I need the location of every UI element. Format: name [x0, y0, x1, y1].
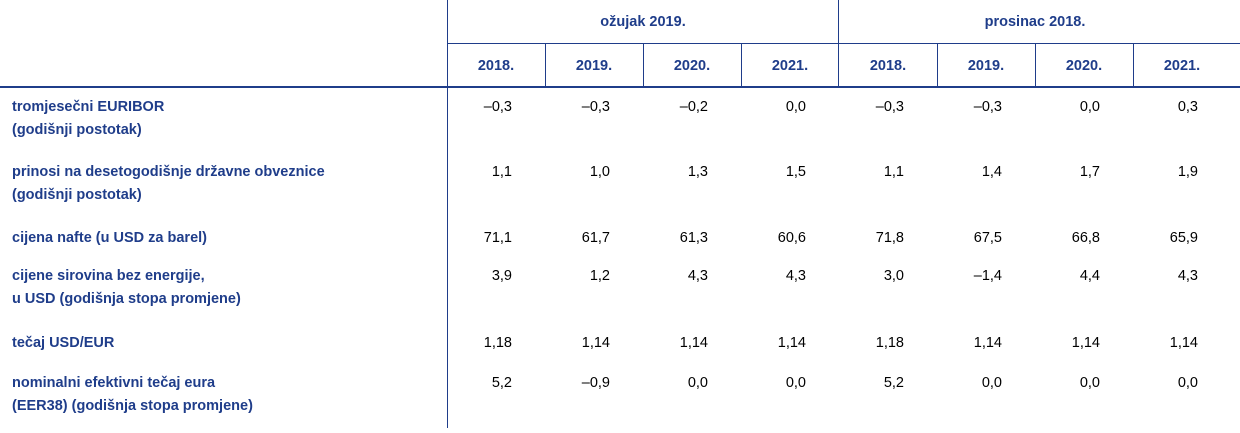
row-label: nominalni efektivni tečaj eura [12, 375, 216, 391]
cell: 65,9 [1169, 230, 1198, 246]
cell: 0,3 [1177, 99, 1198, 115]
cell: 1,18 [875, 335, 904, 351]
cell: 1,14 [1169, 335, 1198, 351]
row-label: (godišnji postotak) [12, 187, 142, 203]
cell: 1,14 [973, 335, 1002, 351]
cell: 4,3 [785, 268, 806, 284]
row-label: tečaj USD/EUR [12, 335, 115, 351]
row-label: tromjesečni EURIBOR [12, 99, 165, 115]
cell: 71,1 [483, 230, 512, 246]
cell: 1,3 [687, 164, 708, 180]
cell: 61,3 [679, 230, 708, 246]
column-header: 2020. [1065, 58, 1103, 74]
row-label: (EER38) (godišnja stopa promjene) [12, 398, 253, 414]
cell: 1,1 [883, 164, 904, 180]
column-header: 2020. [673, 58, 711, 74]
cell: 1,4 [981, 164, 1002, 180]
cell: 1,1 [491, 164, 512, 180]
cell: 67,5 [973, 230, 1002, 246]
group-header: ožujak 2019. [600, 14, 686, 30]
cell: 1,2 [589, 268, 610, 284]
column-header: 2019. [575, 58, 613, 74]
cell: –1,4 [973, 268, 1002, 284]
cell: 0,0 [1177, 375, 1198, 391]
column-header: 2018. [477, 58, 515, 74]
row-label: cijena nafte (u USD za barel) [12, 230, 207, 246]
cell: 0,0 [981, 375, 1002, 391]
cell: 0,0 [1079, 99, 1100, 115]
row-label: cijene sirovina bez energije, [12, 268, 205, 284]
cell: 1,0 [589, 164, 610, 180]
cell: 4,3 [687, 268, 708, 284]
cell: 0,0 [687, 375, 708, 391]
column-header: 2021. [1163, 58, 1201, 74]
column-header: 2019. [967, 58, 1005, 74]
cell: 1,9 [1177, 164, 1198, 180]
cell: 1,18 [483, 335, 512, 351]
cell: 1,14 [581, 335, 610, 351]
cell: 1,5 [785, 164, 806, 180]
rule [643, 44, 644, 87]
row-label: prinosi na desetogodišnje državne obvezn… [12, 164, 325, 180]
rule [545, 44, 546, 87]
rule [1133, 44, 1134, 87]
rule [937, 44, 938, 87]
cell: 1,14 [777, 335, 806, 351]
cell: –0,9 [581, 375, 610, 391]
cell: –0,3 [875, 99, 904, 115]
cell: 61,7 [581, 230, 610, 246]
row-label: (godišnji postotak) [12, 122, 142, 138]
cell: 1,14 [1071, 335, 1100, 351]
cell: 71,8 [875, 230, 904, 246]
cell: –0,3 [973, 99, 1002, 115]
group-header: prosinac 2018. [984, 14, 1086, 30]
cell: 3,0 [883, 268, 904, 284]
cell: 0,0 [785, 375, 806, 391]
rule [447, 0, 448, 428]
column-header: 2021. [771, 58, 809, 74]
row-label: u USD (godišnja stopa promjene) [12, 291, 241, 307]
cell: –0,3 [581, 99, 610, 115]
rule [1035, 44, 1036, 87]
cell: 1,7 [1079, 164, 1100, 180]
rule [0, 86, 1240, 88]
rule [741, 44, 742, 87]
cell: 3,9 [491, 268, 512, 284]
cell: 4,3 [1177, 268, 1198, 284]
cell: 60,6 [777, 230, 806, 246]
cell: 0,0 [1079, 375, 1100, 391]
cell: 5,2 [883, 375, 904, 391]
rule [447, 43, 1240, 44]
cell: –0,2 [679, 99, 708, 115]
cell: 0,0 [785, 99, 806, 115]
cell: 4,4 [1079, 268, 1100, 284]
cell: 1,14 [679, 335, 708, 351]
column-header: 2018. [869, 58, 907, 74]
cell: 5,2 [491, 375, 512, 391]
cell: 66,8 [1071, 230, 1100, 246]
cell: –0,3 [483, 99, 512, 115]
